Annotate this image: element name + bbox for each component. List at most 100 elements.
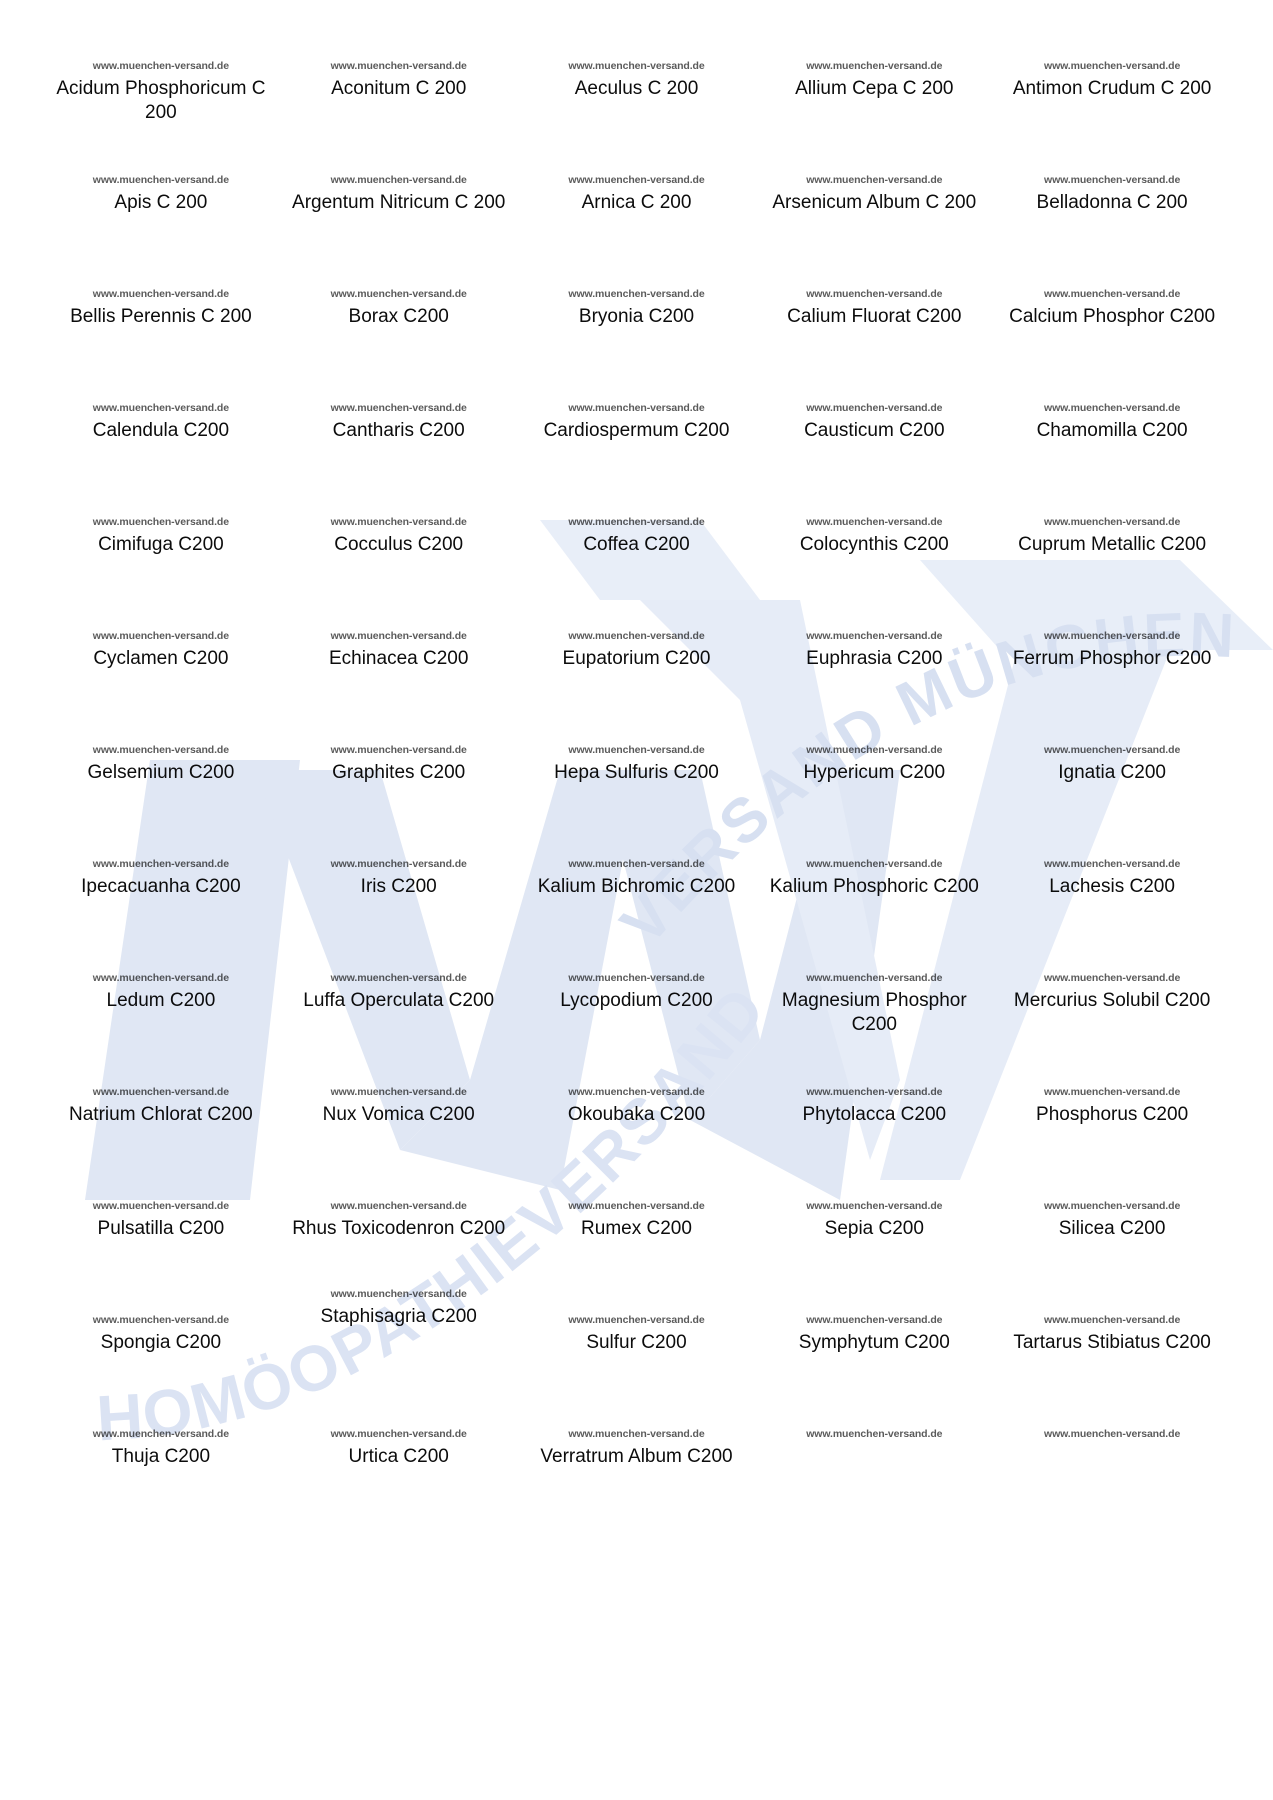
- product-site-url[interactable]: www.muenchen-versand.de: [92, 402, 229, 414]
- product-cell[interactable]: www.muenchen-versand.de Rumex C200: [518, 1190, 756, 1304]
- product-cell[interactable]: www.muenchen-versand.de Cimifuga C200: [42, 506, 280, 620]
- product-cell[interactable]: www.muenchen-versand.de Staphisagria C200: [280, 1278, 518, 1392]
- product-site-url[interactable]: www.muenchen-versand.de: [806, 174, 943, 186]
- product-site-url[interactable]: www.muenchen-versand.de: [1044, 516, 1181, 528]
- product-site-url[interactable]: www.muenchen-versand.de: [92, 1314, 229, 1326]
- product-site-url[interactable]: www.muenchen-versand.de: [330, 516, 467, 528]
- product-site-url[interactable]: www.muenchen-versand.de: [92, 972, 229, 984]
- product-site-url[interactable]: www.muenchen-versand.de: [92, 516, 229, 528]
- product-site-url[interactable]: www.muenchen-versand.de: [330, 402, 467, 414]
- product-cell[interactable]: www.muenchen-versand.de Calium Fluorat C2…: [755, 278, 993, 392]
- product-site-url[interactable]: www.muenchen-versand.de: [92, 858, 229, 870]
- product-cell[interactable]: www.muenchen-versand.de Belladonna C 200: [993, 164, 1231, 278]
- product-cell[interactable]: www.muenchen-versand.de Cocculus C200: [280, 506, 518, 620]
- product-site-url[interactable]: www.muenchen-versand.de: [806, 1428, 943, 1440]
- product-site-url[interactable]: www.muenchen-versand.de: [1044, 744, 1181, 756]
- product-cell[interactable]: www.muenchen-versand.de Iris C200: [280, 848, 518, 962]
- product-site-url[interactable]: www.muenchen-versand.de: [330, 1200, 467, 1212]
- product-cell[interactable]: www.muenchen-versand.de Borax C200: [280, 278, 518, 392]
- product-site-url[interactable]: www.muenchen-versand.de: [806, 858, 943, 870]
- product-site-url[interactable]: www.muenchen-versand.de: [568, 174, 705, 186]
- product-site-url[interactable]: www.muenchen-versand.de: [92, 1200, 229, 1212]
- product-site-url[interactable]: www.muenchen-versand.de: [806, 1314, 943, 1326]
- product-cell[interactable]: www.muenchen-versand.de Antimon Crudum C …: [993, 50, 1231, 164]
- product-site-url[interactable]: www.muenchen-versand.de: [92, 630, 229, 642]
- product-cell[interactable]: www.muenchen-versand.de Sulfur C200: [518, 1304, 756, 1418]
- product-cell[interactable]: www.muenchen-versand.de Mercurius Solubil…: [993, 962, 1231, 1076]
- product-site-url[interactable]: www.muenchen-versand.de: [568, 972, 705, 984]
- product-cell[interactable]: www.muenchen-versand.de Phytolacca C200: [755, 1076, 993, 1190]
- product-cell[interactable]: www.muenchen-versand.de Argentum Nitricum…: [280, 164, 518, 278]
- product-cell[interactable]: www.muenchen-versand.de: [993, 1418, 1231, 1532]
- product-cell[interactable]: www.muenchen-versand.de Eupatorium C200: [518, 620, 756, 734]
- product-cell[interactable]: www.muenchen-versand.de Magnesium Phospho…: [755, 962, 993, 1076]
- product-site-url[interactable]: www.muenchen-versand.de: [1044, 288, 1181, 300]
- product-site-url[interactable]: www.muenchen-versand.de: [806, 972, 943, 984]
- product-site-url[interactable]: www.muenchen-versand.de: [806, 288, 943, 300]
- product-cell[interactable]: www.muenchen-versand.de Verratrum Album C…: [518, 1418, 756, 1532]
- product-site-url[interactable]: www.muenchen-versand.de: [330, 744, 467, 756]
- product-cell[interactable]: www.muenchen-versand.de Ipecacuanha C200: [42, 848, 280, 962]
- product-site-url[interactable]: www.muenchen-versand.de: [1044, 1200, 1181, 1212]
- product-cell[interactable]: www.muenchen-versand.de Hepa Sulfuris C20…: [518, 734, 756, 848]
- product-cell[interactable]: www.muenchen-versand.de Aconitum C 200: [280, 50, 518, 164]
- product-site-url[interactable]: www.muenchen-versand.de: [806, 1200, 943, 1212]
- product-cell[interactable]: www.muenchen-versand.de Gelsemium C200: [42, 734, 280, 848]
- product-cell[interactable]: www.muenchen-versand.de Lachesis C200: [993, 848, 1231, 962]
- product-cell[interactable]: www.muenchen-versand.de Lycopodium C200: [518, 962, 756, 1076]
- product-site-url[interactable]: www.muenchen-versand.de: [568, 858, 705, 870]
- product-site-url[interactable]: www.muenchen-versand.de: [1044, 60, 1181, 72]
- product-site-url[interactable]: www.muenchen-versand.de: [806, 60, 943, 72]
- product-cell[interactable]: www.muenchen-versand.de Acidum Phosphoric…: [42, 50, 280, 164]
- product-site-url[interactable]: www.muenchen-versand.de: [806, 402, 943, 414]
- product-cell[interactable]: www.muenchen-versand.de Kalium Bichromic …: [518, 848, 756, 962]
- product-site-url[interactable]: www.muenchen-versand.de: [806, 516, 943, 528]
- product-cell[interactable]: www.muenchen-versand.de Calendula C200: [42, 392, 280, 506]
- product-cell[interactable]: www.muenchen-versand.de Colocynthis C200: [755, 506, 993, 620]
- product-site-url[interactable]: www.muenchen-versand.de: [1044, 972, 1181, 984]
- product-cell[interactable]: www.muenchen-versand.de Natrium Chlorat C…: [42, 1076, 280, 1190]
- product-site-url[interactable]: www.muenchen-versand.de: [92, 174, 229, 186]
- product-site-url[interactable]: www.muenchen-versand.de: [1044, 1428, 1181, 1440]
- product-cell[interactable]: www.muenchen-versand.de Rhus Toxicodenron…: [280, 1190, 518, 1304]
- product-site-url[interactable]: www.muenchen-versand.de: [568, 1314, 705, 1326]
- product-cell[interactable]: www.muenchen-versand.de Okoubaka C200: [518, 1076, 756, 1190]
- product-site-url[interactable]: www.muenchen-versand.de: [92, 288, 229, 300]
- product-site-url[interactable]: www.muenchen-versand.de: [1044, 1314, 1181, 1326]
- product-cell[interactable]: www.muenchen-versand.de Causticum C200: [755, 392, 993, 506]
- product-cell[interactable]: www.muenchen-versand.de Bellis Perennis C…: [42, 278, 280, 392]
- product-cell[interactable]: www.muenchen-versand.de Euphrasia C200: [755, 620, 993, 734]
- product-site-url[interactable]: www.muenchen-versand.de: [568, 1428, 705, 1440]
- product-site-url[interactable]: www.muenchen-versand.de: [568, 630, 705, 642]
- product-cell[interactable]: www.muenchen-versand.de Symphytum C200: [755, 1304, 993, 1418]
- product-cell[interactable]: www.muenchen-versand.de Hypericum C200: [755, 734, 993, 848]
- product-site-url[interactable]: www.muenchen-versand.de: [568, 60, 705, 72]
- product-site-url[interactable]: www.muenchen-versand.de: [330, 858, 467, 870]
- product-cell[interactable]: www.muenchen-versand.de Silicea C200: [993, 1190, 1231, 1304]
- product-cell[interactable]: www.muenchen-versand.de: [755, 1418, 993, 1532]
- product-cell[interactable]: www.muenchen-versand.de Bryonia C200: [518, 278, 756, 392]
- product-cell[interactable]: www.muenchen-versand.de Ferrum Phosphor C…: [993, 620, 1231, 734]
- product-cell[interactable]: www.muenchen-versand.de Cardiospermum C20…: [518, 392, 756, 506]
- product-cell[interactable]: www.muenchen-versand.de Echinacea C200: [280, 620, 518, 734]
- product-cell[interactable]: www.muenchen-versand.de Cyclamen C200: [42, 620, 280, 734]
- product-cell[interactable]: www.muenchen-versand.de Spongia C200: [42, 1304, 280, 1418]
- product-site-url[interactable]: www.muenchen-versand.de: [92, 1428, 229, 1440]
- product-cell[interactable]: www.muenchen-versand.de Coffea C200: [518, 506, 756, 620]
- product-cell[interactable]: www.muenchen-versand.de Arsenicum Album C…: [755, 164, 993, 278]
- product-cell[interactable]: www.muenchen-versand.de Apis C 200: [42, 164, 280, 278]
- product-cell[interactable]: www.muenchen-versand.de Arnica C 200: [518, 164, 756, 278]
- product-site-url[interactable]: www.muenchen-versand.de: [330, 630, 467, 642]
- product-site-url[interactable]: www.muenchen-versand.de: [568, 402, 705, 414]
- product-cell[interactable]: www.muenchen-versand.de Ledum C200: [42, 962, 280, 1076]
- product-cell[interactable]: www.muenchen-versand.de Pulsatilla C200: [42, 1190, 280, 1304]
- product-cell[interactable]: www.muenchen-versand.de Thuja C200: [42, 1418, 280, 1532]
- product-site-url[interactable]: www.muenchen-versand.de: [806, 630, 943, 642]
- product-site-url[interactable]: www.muenchen-versand.de: [806, 744, 943, 756]
- product-cell[interactable]: www.muenchen-versand.de Cantharis C200: [280, 392, 518, 506]
- product-site-url[interactable]: www.muenchen-versand.de: [330, 1086, 467, 1098]
- product-site-url[interactable]: www.muenchen-versand.de: [330, 288, 467, 300]
- product-site-url[interactable]: www.muenchen-versand.de: [1044, 174, 1181, 186]
- product-cell[interactable]: www.muenchen-versand.de Chamomilla C200: [993, 392, 1231, 506]
- product-cell[interactable]: www.muenchen-versand.de Kalium Phosphoric…: [755, 848, 993, 962]
